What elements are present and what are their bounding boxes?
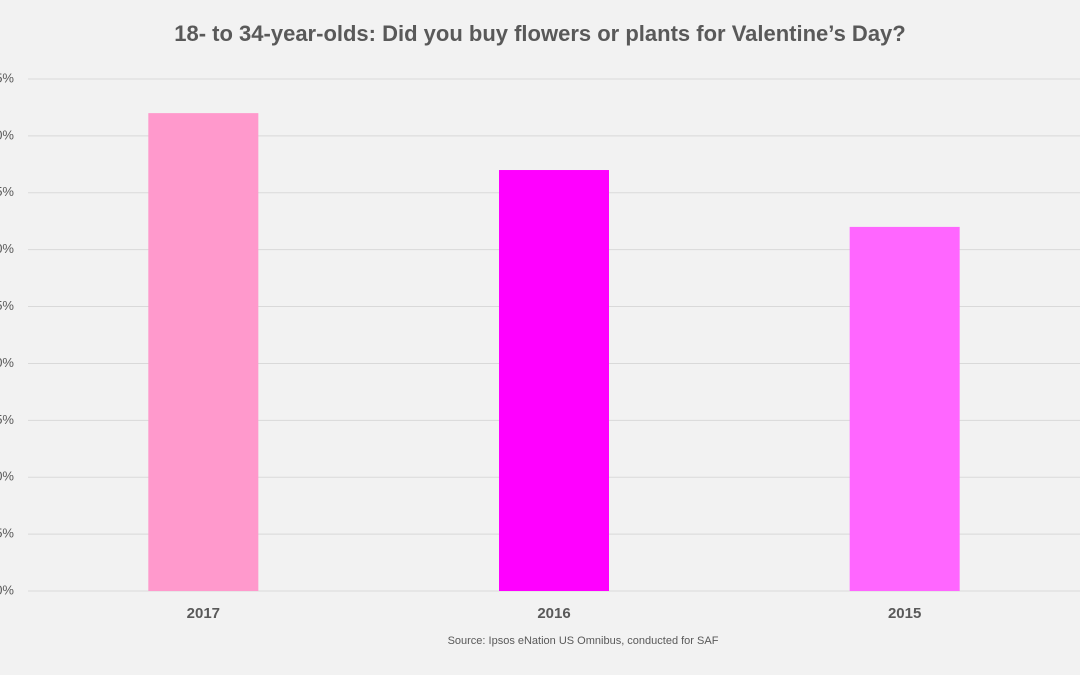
y-tick-label: 0%: [0, 582, 14, 597]
y-tick-label: 25%: [0, 298, 14, 313]
y-tick-label: 20%: [0, 355, 14, 370]
y-tick-label: 30%: [0, 241, 14, 256]
y-tick-label: 5%: [0, 526, 14, 541]
bar: [148, 113, 259, 591]
bar: [499, 170, 609, 591]
y-tick-label: 40%: [0, 127, 14, 142]
y-tick-label: 15%: [0, 412, 14, 427]
y-tick-label: 10%: [0, 469, 14, 484]
y-tick-label: 45%: [0, 70, 14, 85]
x-tick-label: 2017: [187, 605, 220, 622]
source-note: Source: Ipsos eNation US Omnibus, conduc…: [448, 635, 719, 647]
chart-title: 18- to 34-year-olds: Did you buy flowers…: [174, 21, 905, 46]
y-tick-label: 35%: [0, 184, 14, 199]
x-tick-label: 2016: [537, 605, 570, 622]
x-tick-label: 2015: [888, 605, 921, 622]
bar: [849, 226, 960, 591]
